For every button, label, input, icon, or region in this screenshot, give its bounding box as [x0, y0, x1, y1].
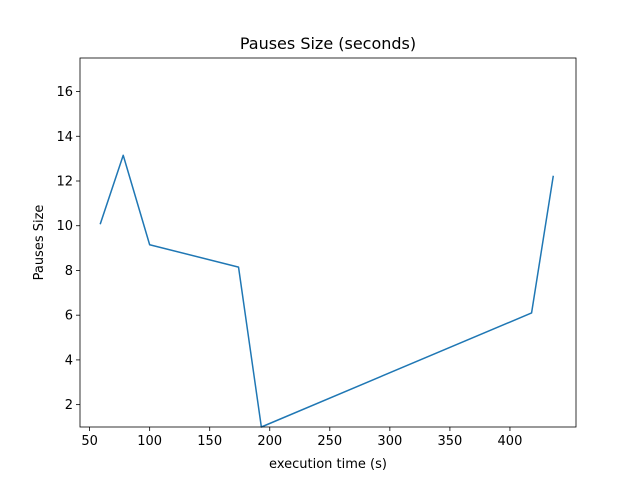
y-tick-label: 12: [56, 175, 73, 190]
x-tick-label: 400: [498, 434, 523, 449]
x-axis-ticks: 50 100 150 200 250 300 350 400: [81, 427, 522, 449]
y-tick-label: 16: [56, 85, 73, 100]
y-tick-label: 6: [65, 309, 73, 324]
x-tick-label: 50: [81, 434, 98, 449]
x-axis-label: execution time (s): [269, 457, 387, 472]
y-tick-label: 10: [56, 219, 73, 234]
series-line-0: [99, 154, 555, 428]
series-lines: [99, 154, 555, 428]
axes-frame: [79, 57, 577, 428]
x-tick-label: 200: [257, 434, 282, 449]
y-tick-label: 2: [65, 398, 73, 413]
x-tick-label: 100: [137, 434, 162, 449]
x-tick-label: 250: [317, 434, 342, 449]
y-axis-label: Pauses Size: [32, 205, 47, 281]
x-tick-label: 150: [197, 434, 222, 449]
y-tick-label: 14: [56, 130, 73, 145]
y-tick-label: 4: [65, 353, 73, 368]
x-tick-label: 350: [437, 434, 462, 449]
y-tick-label: 8: [65, 264, 73, 279]
chart-title: Pauses Size (seconds): [240, 34, 416, 53]
x-tick-label: 300: [377, 434, 402, 449]
y-axis-ticks: 2 4 6 8 10 12 14 16: [56, 85, 80, 413]
